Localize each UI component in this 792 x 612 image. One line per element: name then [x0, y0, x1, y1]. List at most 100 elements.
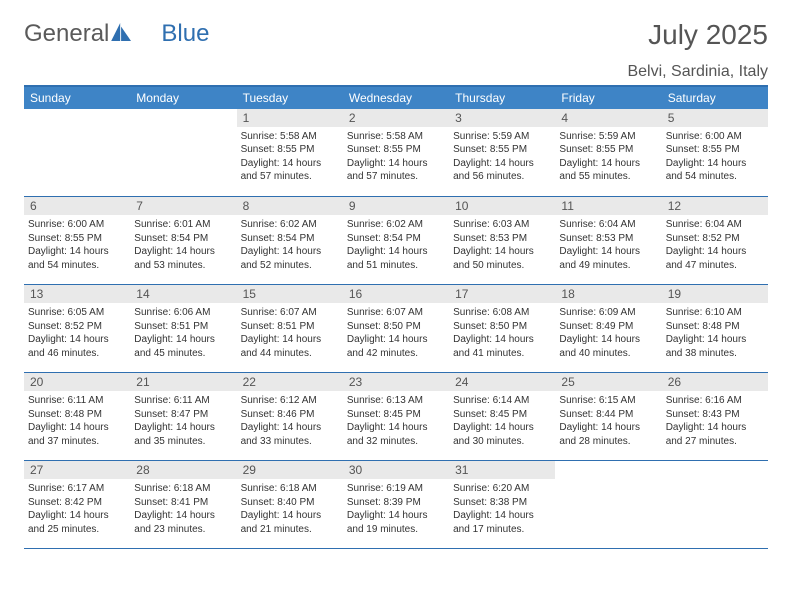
brand-part2: Blue — [161, 20, 209, 48]
sunset-text: Sunset: 8:53 PM — [559, 232, 657, 246]
day-number: 9 — [343, 197, 449, 215]
daylight-text: Daylight: 14 hours and 32 minutes. — [347, 421, 445, 448]
sunset-text: Sunset: 8:38 PM — [453, 496, 551, 510]
logo-sail-icon — [111, 23, 133, 41]
sunset-text: Sunset: 8:45 PM — [347, 408, 445, 422]
sunrise-text: Sunrise: 6:11 AM — [28, 394, 126, 408]
day-cell: 12Sunrise: 6:04 AMSunset: 8:52 PMDayligh… — [662, 197, 768, 285]
sunset-text: Sunset: 8:54 PM — [134, 232, 232, 246]
sunset-text: Sunset: 8:44 PM — [559, 408, 657, 422]
sunrise-text: Sunrise: 5:58 AM — [347, 130, 445, 144]
day-number: 26 — [662, 373, 768, 391]
day-cell: 22Sunrise: 6:12 AMSunset: 8:46 PMDayligh… — [237, 373, 343, 461]
day-content: Sunrise: 6:04 AMSunset: 8:52 PMDaylight:… — [662, 215, 768, 275]
sunset-text: Sunset: 8:55 PM — [559, 143, 657, 157]
calendar-body: 1Sunrise: 5:58 AMSunset: 8:55 PMDaylight… — [24, 109, 768, 549]
location-text: Belvi, Sardinia, Italy — [24, 63, 768, 81]
day-number: 28 — [130, 461, 236, 479]
sunrise-text: Sunrise: 6:19 AM — [347, 482, 445, 496]
day-content: Sunrise: 6:13 AMSunset: 8:45 PMDaylight:… — [343, 391, 449, 451]
day-cell: 24Sunrise: 6:14 AMSunset: 8:45 PMDayligh… — [449, 373, 555, 461]
day-number: 24 — [449, 373, 555, 391]
day-content: Sunrise: 6:08 AMSunset: 8:50 PMDaylight:… — [449, 303, 555, 363]
daylight-text: Daylight: 14 hours and 33 minutes. — [241, 421, 339, 448]
daylight-text: Daylight: 14 hours and 45 minutes. — [134, 333, 232, 360]
sunrise-text: Sunrise: 6:18 AM — [134, 482, 232, 496]
sunset-text: Sunset: 8:55 PM — [28, 232, 126, 246]
daylight-text: Daylight: 14 hours and 46 minutes. — [28, 333, 126, 360]
daylight-text: Daylight: 14 hours and 47 minutes. — [666, 245, 764, 272]
day-content: Sunrise: 6:01 AMSunset: 8:54 PMDaylight:… — [130, 215, 236, 275]
daylight-text: Daylight: 14 hours and 28 minutes. — [559, 421, 657, 448]
day-cell: 9Sunrise: 6:02 AMSunset: 8:54 PMDaylight… — [343, 197, 449, 285]
day-content: Sunrise: 6:06 AMSunset: 8:51 PMDaylight:… — [130, 303, 236, 363]
weekday-header: Thursday — [449, 87, 555, 109]
sunrise-text: Sunrise: 6:08 AM — [453, 306, 551, 320]
day-number: 6 — [24, 197, 130, 215]
sunrise-text: Sunrise: 6:04 AM — [559, 218, 657, 232]
sunrise-text: Sunrise: 6:05 AM — [28, 306, 126, 320]
sunrise-text: Sunrise: 6:07 AM — [241, 306, 339, 320]
day-cell: 4Sunrise: 5:59 AMSunset: 8:55 PMDaylight… — [555, 109, 661, 197]
sunrise-text: Sunrise: 6:13 AM — [347, 394, 445, 408]
day-number: 30 — [343, 461, 449, 479]
sunset-text: Sunset: 8:53 PM — [453, 232, 551, 246]
day-content: Sunrise: 6:02 AMSunset: 8:54 PMDaylight:… — [237, 215, 343, 275]
daylight-text: Daylight: 14 hours and 56 minutes. — [453, 157, 551, 184]
day-cell: 8Sunrise: 6:02 AMSunset: 8:54 PMDaylight… — [237, 197, 343, 285]
day-content: Sunrise: 5:58 AMSunset: 8:55 PMDaylight:… — [237, 127, 343, 187]
day-cell: 27Sunrise: 6:17 AMSunset: 8:42 PMDayligh… — [24, 461, 130, 549]
day-content: Sunrise: 6:03 AMSunset: 8:53 PMDaylight:… — [449, 215, 555, 275]
day-content: Sunrise: 6:16 AMSunset: 8:43 PMDaylight:… — [662, 391, 768, 451]
day-cell: 11Sunrise: 6:04 AMSunset: 8:53 PMDayligh… — [555, 197, 661, 285]
sunrise-text: Sunrise: 6:20 AM — [453, 482, 551, 496]
day-cell: 28Sunrise: 6:18 AMSunset: 8:41 PMDayligh… — [130, 461, 236, 549]
sunrise-text: Sunrise: 6:09 AM — [559, 306, 657, 320]
day-content: Sunrise: 5:59 AMSunset: 8:55 PMDaylight:… — [449, 127, 555, 187]
day-cell: 19Sunrise: 6:10 AMSunset: 8:48 PMDayligh… — [662, 285, 768, 373]
daylight-text: Daylight: 14 hours and 23 minutes. — [134, 509, 232, 536]
weekday-header: Wednesday — [343, 87, 449, 109]
day-content: Sunrise: 6:04 AMSunset: 8:53 PMDaylight:… — [555, 215, 661, 275]
brand-logo: General Blue — [24, 20, 209, 48]
day-cell — [662, 461, 768, 549]
sunrise-text: Sunrise: 5:59 AM — [453, 130, 551, 144]
day-cell — [555, 461, 661, 549]
day-content: Sunrise: 6:10 AMSunset: 8:48 PMDaylight:… — [662, 303, 768, 363]
day-number: 12 — [662, 197, 768, 215]
sunset-text: Sunset: 8:49 PM — [559, 320, 657, 334]
day-cell — [24, 109, 130, 197]
calendar-page: General Blue July 2025 Belvi, Sardinia, … — [0, 0, 792, 569]
day-cell: 13Sunrise: 6:05 AMSunset: 8:52 PMDayligh… — [24, 285, 130, 373]
daylight-text: Daylight: 14 hours and 57 minutes. — [241, 157, 339, 184]
daylight-text: Daylight: 14 hours and 44 minutes. — [241, 333, 339, 360]
day-content: Sunrise: 6:12 AMSunset: 8:46 PMDaylight:… — [237, 391, 343, 451]
sunset-text: Sunset: 8:51 PM — [241, 320, 339, 334]
day-number: 27 — [24, 461, 130, 479]
day-number: 25 — [555, 373, 661, 391]
sunset-text: Sunset: 8:45 PM — [453, 408, 551, 422]
sunset-text: Sunset: 8:54 PM — [347, 232, 445, 246]
day-number: 3 — [449, 109, 555, 127]
day-cell: 10Sunrise: 6:03 AMSunset: 8:53 PMDayligh… — [449, 197, 555, 285]
sunset-text: Sunset: 8:54 PM — [241, 232, 339, 246]
weekday-header: Sunday — [24, 87, 130, 109]
day-content: Sunrise: 6:19 AMSunset: 8:39 PMDaylight:… — [343, 479, 449, 539]
week-row: 27Sunrise: 6:17 AMSunset: 8:42 PMDayligh… — [24, 461, 768, 549]
day-cell: 2Sunrise: 5:58 AMSunset: 8:55 PMDaylight… — [343, 109, 449, 197]
sunrise-text: Sunrise: 6:07 AM — [347, 306, 445, 320]
day-content: Sunrise: 6:17 AMSunset: 8:42 PMDaylight:… — [24, 479, 130, 539]
day-number: 22 — [237, 373, 343, 391]
sunset-text: Sunset: 8:50 PM — [453, 320, 551, 334]
sunset-text: Sunset: 8:39 PM — [347, 496, 445, 510]
sunrise-text: Sunrise: 6:10 AM — [666, 306, 764, 320]
day-cell — [130, 109, 236, 197]
day-cell: 21Sunrise: 6:11 AMSunset: 8:47 PMDayligh… — [130, 373, 236, 461]
daylight-text: Daylight: 14 hours and 54 minutes. — [666, 157, 764, 184]
sunset-text: Sunset: 8:52 PM — [28, 320, 126, 334]
sunset-text: Sunset: 8:46 PM — [241, 408, 339, 422]
day-cell: 16Sunrise: 6:07 AMSunset: 8:50 PMDayligh… — [343, 285, 449, 373]
day-content: Sunrise: 6:02 AMSunset: 8:54 PMDaylight:… — [343, 215, 449, 275]
sunrise-text: Sunrise: 6:17 AM — [28, 482, 126, 496]
day-number: 4 — [555, 109, 661, 127]
